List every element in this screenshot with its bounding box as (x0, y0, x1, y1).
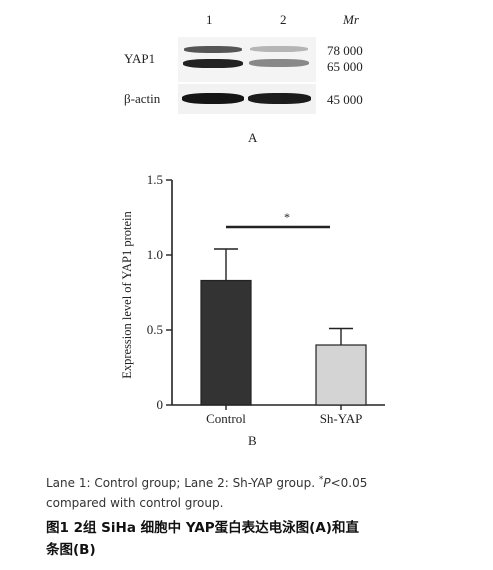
marker-45000: 45 000 (327, 92, 363, 107)
yap1-row-label: YAP1 (124, 51, 156, 66)
yap1-band-lane2-upper (250, 46, 308, 52)
marker-65000: 65 000 (327, 59, 363, 74)
marker-78000: 78 000 (327, 43, 363, 58)
yap1-band-lane2-lower (249, 59, 309, 67)
note-p-threshold: <0.05 (330, 476, 368, 490)
mr-label: Mr (343, 12, 359, 27)
beta-actin-row-label: β-actin (124, 91, 161, 106)
panel-label-a: A (248, 130, 258, 145)
bar-sh-yap (315, 344, 367, 406)
actin-band-lane2 (248, 93, 311, 104)
beta-actin-blot-image (178, 84, 316, 114)
y-tick-label-1: 0.5 (147, 322, 163, 337)
bar-chart: Expression level of YAP1 protein 0 0.5 1.0… (120, 172, 385, 426)
y-axis-label: Expression level of YAP1 protein (120, 210, 134, 378)
figure-caption: 图1 2组 SiHa 细胞中 YAP蛋白表达电泳图(A)和直 条图(B) (46, 517, 466, 561)
note-significance-star: * (318, 475, 324, 485)
note-lanes-text: Lane 1: Control group; Lane 2: Sh-YAP gr… (46, 476, 316, 490)
figure-note: Lane 1: Control group; Lane 2: Sh-YAP gr… (46, 470, 466, 513)
note-line-2: compared with control group. (46, 496, 224, 510)
lane-label-1: 1 (206, 12, 213, 27)
x-tick-label-0: Control (206, 411, 246, 426)
note-line-1: Lane 1: Control group; Lane 2: Sh-YAP gr… (46, 470, 466, 493)
bar-control (200, 279, 252, 406)
note-p-symbol: P (323, 476, 331, 490)
y-tick-label-2: 1.0 (147, 247, 163, 262)
y-tick-label-0: 0 (157, 397, 164, 412)
significance-star: * (284, 210, 290, 224)
y-tick-label-3: 1.5 (147, 172, 163, 187)
yap1-band-lane1-lower (183, 59, 243, 68)
yap1-blot-image (178, 37, 316, 82)
figure-caption-line-1: 图1 2组 SiHa 细胞中 YAP蛋白表达电泳图(A)和直 (46, 520, 359, 536)
x-tick-label-1: Sh-YAP (320, 411, 363, 426)
yap1-band-lane1-upper (184, 46, 242, 53)
lane-label-2: 2 (280, 12, 287, 27)
panel-label-b: B (248, 433, 257, 448)
figure-caption-line-2: 条图(B) (46, 542, 96, 558)
actin-band-lane1 (182, 93, 244, 104)
